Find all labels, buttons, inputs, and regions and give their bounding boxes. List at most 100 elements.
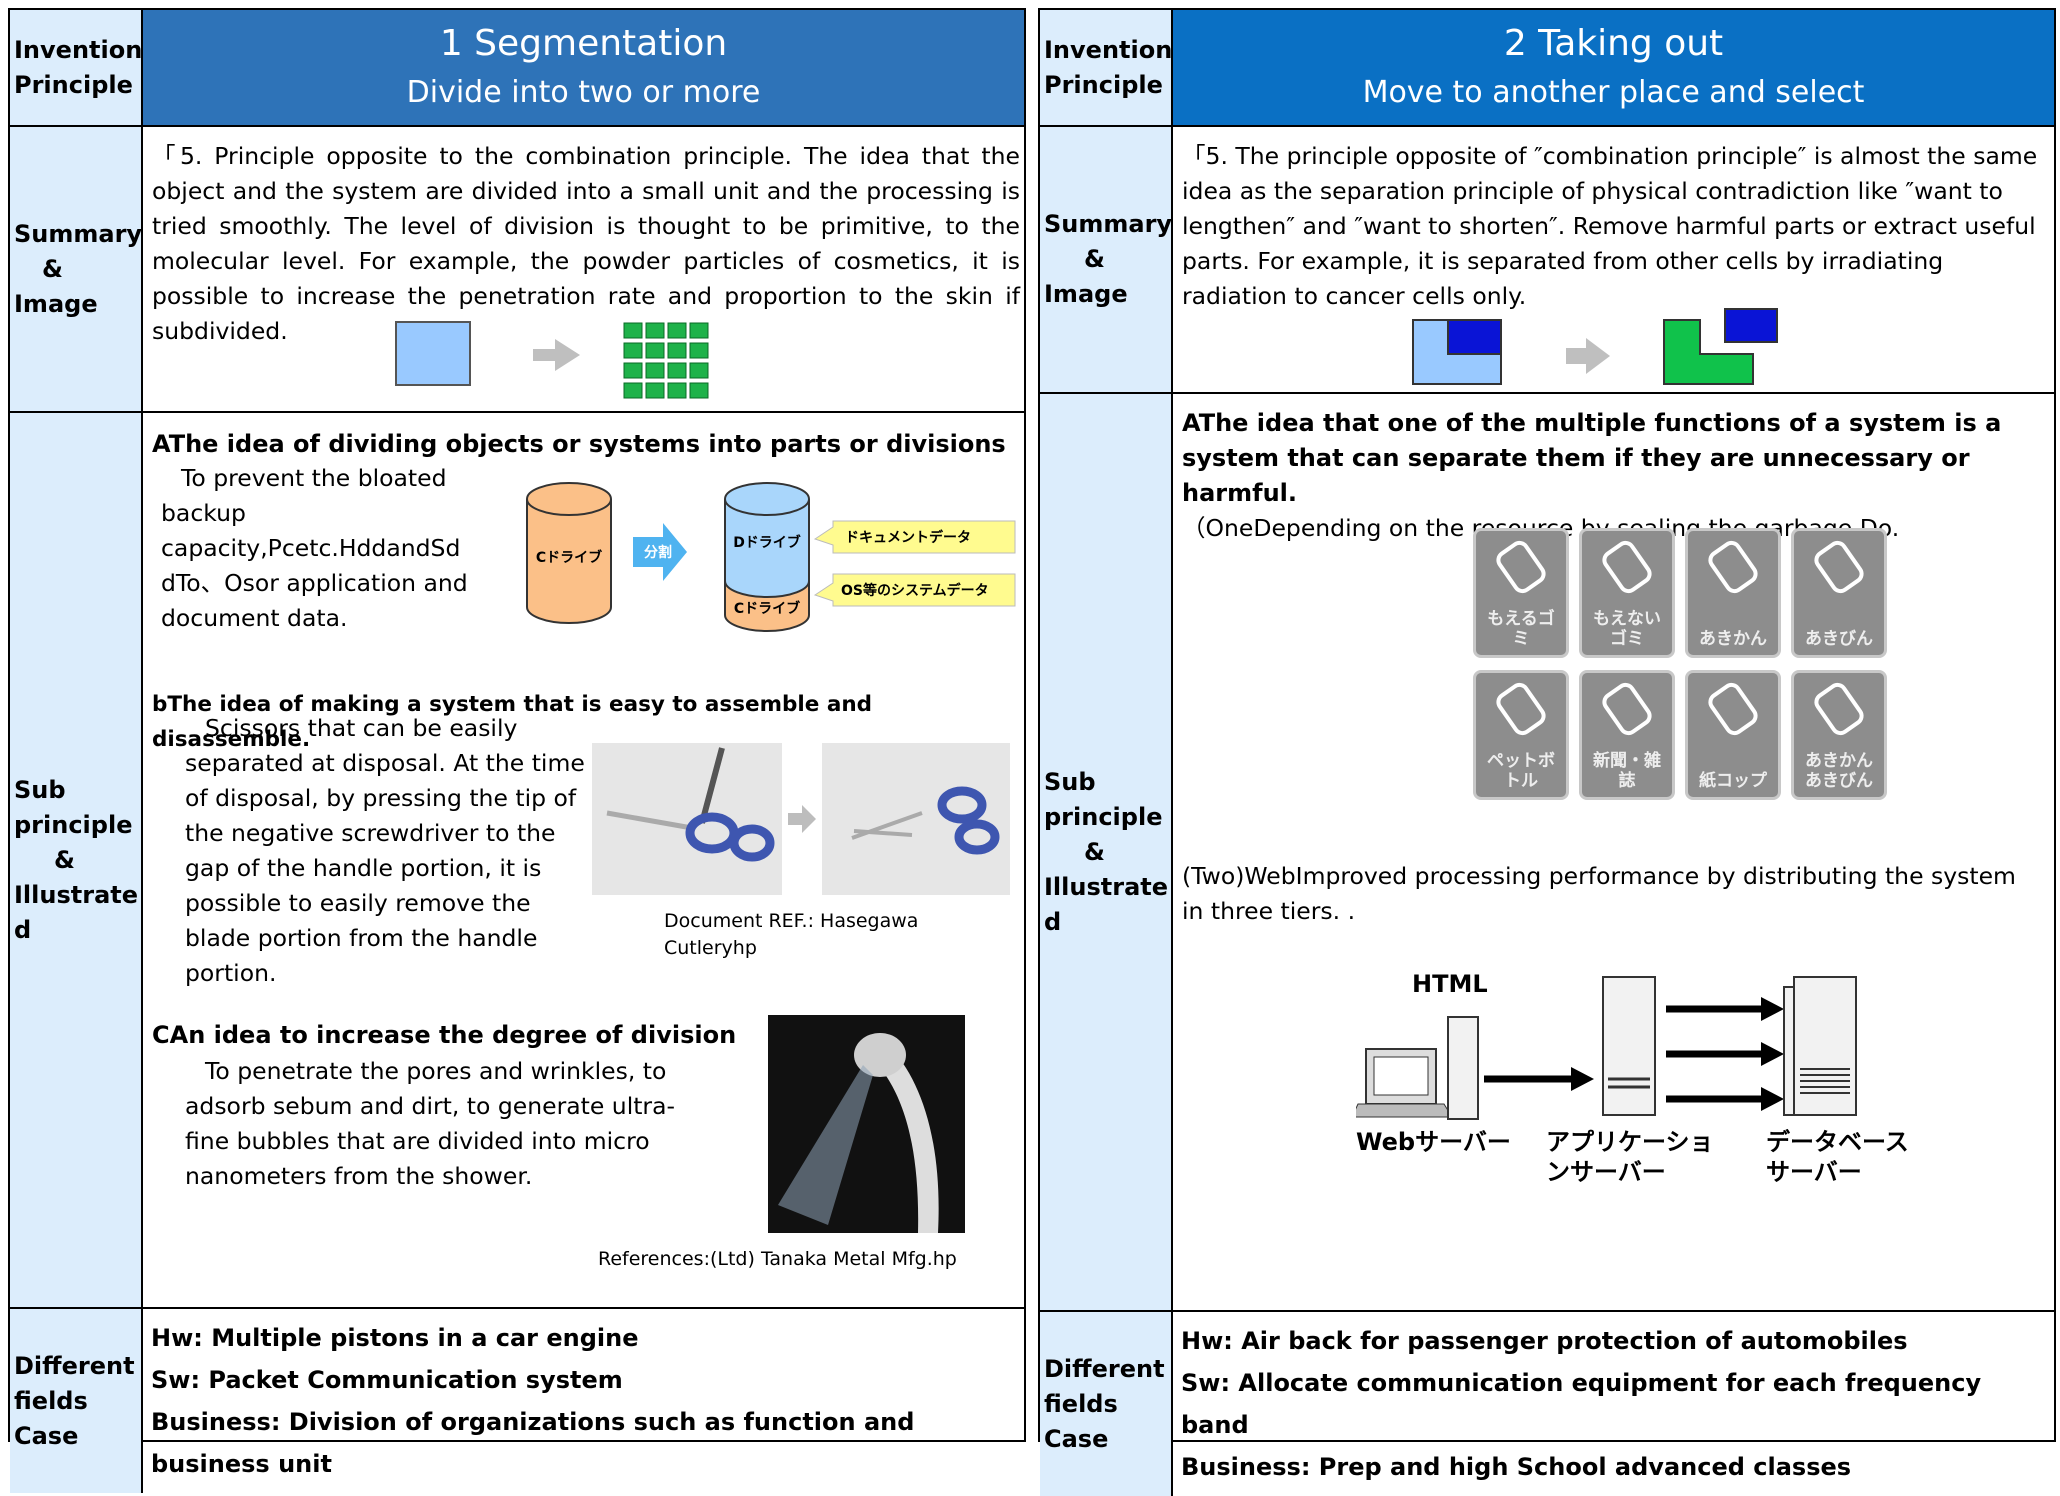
garbage-icon: 新聞・雑誌 — [1579, 670, 1675, 800]
label: fields — [1044, 1389, 1118, 1418]
image-label: Cドライブ — [734, 600, 800, 617]
icon-graphic — [1708, 682, 1758, 736]
icon-label: 紙コップ — [1699, 771, 1767, 791]
title: 1 Segmentation — [439, 22, 728, 64]
label: Image — [1044, 280, 1128, 308]
case: Sw: Allocate communication equipment for… — [1181, 1369, 1982, 1439]
label: Different — [1044, 1354, 1165, 1383]
label: Case — [1044, 1424, 1109, 1453]
sub-heading: AThe idea of dividing objects or systems… — [152, 430, 1006, 458]
label-cell: Summary & Image — [1040, 127, 1173, 394]
summary: 「5. Principle opposite to the combinatio… — [152, 142, 1020, 345]
label: Invention Principle — [14, 35, 143, 99]
caption: Document REF.: Hasegawa Cutleryhp — [664, 910, 919, 959]
sub-cell: AThe idea that one of the multiple funct… — [1173, 394, 2054, 1312]
case: Sw: Packet Communication system — [151, 1366, 623, 1394]
label: & — [54, 845, 75, 874]
label: fields — [14, 1386, 88, 1415]
image-label: Cドライブ — [536, 549, 602, 566]
network-graphic — [1356, 976, 1857, 1120]
icon-label: あきかんあきびん — [1805, 751, 1873, 791]
sub-body: To prevent the bloated backup capacity,P… — [161, 464, 468, 632]
header: 2 Taking out Move to another place and s… — [1173, 10, 2054, 127]
sub-heading: AThe idea that one of the multiple funct… — [1182, 409, 2002, 507]
label-cell: Invention Principle — [1040, 10, 1173, 127]
label-cell: Invention Principle — [10, 10, 143, 127]
summary-cell: 「5. Principle opposite to the combinatio… — [143, 127, 1024, 413]
label: d — [1044, 907, 1062, 936]
garbage-icon: あきびん — [1791, 528, 1887, 658]
label: Case — [14, 1421, 79, 1450]
summary-image — [395, 321, 709, 399]
label: & — [1084, 245, 1105, 273]
case: Business: Division of organizations such… — [151, 1408, 915, 1478]
icon-graphic — [1814, 682, 1864, 736]
image-label: ドキュメントデータ — [845, 529, 971, 546]
caption: References:(Ltd) Tanaka Metal Mfg.hp — [598, 1248, 957, 1270]
label: Invention Principle — [1044, 35, 1173, 99]
diagram-label: Webサーバー — [1356, 1128, 1511, 1156]
label-cell: Different fields Case — [1040, 1312, 1173, 1496]
label: principle — [14, 810, 133, 839]
image-label: OS等のシステムデータ — [841, 582, 989, 599]
garbage-icon: もえないゴミ — [1579, 528, 1675, 658]
icon-graphic — [1602, 682, 1652, 736]
label: Image — [14, 289, 98, 318]
label-cell: Sub principle & Illustrate d — [10, 413, 143, 1309]
garbage-icons: もえるゴミ もえないゴミ あきかん あきびん ペットボトル 新聞・雑誌 紙コップ あきかんあき… — [1473, 528, 1893, 800]
icon-graphic — [1708, 540, 1758, 594]
shower-photo — [768, 1015, 965, 1233]
label: Summary — [1044, 210, 1173, 238]
icon-label: あきかん — [1699, 629, 1767, 649]
label: Sub — [1044, 767, 1096, 796]
subtitle: Divide into two or more — [406, 74, 761, 110]
label: Illustrate — [14, 880, 139, 909]
principle-card: Invention Principle 2 Taking out Move to… — [1038, 8, 2056, 1496]
drive-diagram: Cドライブ 分割 Dドライブ Cドライブ ドキュメントデータ OS等のシステムデ… — [526, 482, 1016, 632]
case: Business: Prep and high School advanced … — [1181, 1453, 1852, 1481]
label-cell: Sub principle & Illustrate d — [1040, 394, 1173, 1312]
icon-label: 新聞・雑誌 — [1593, 751, 1661, 791]
summary-image — [1412, 308, 1778, 385]
diagram-label: HTML — [1412, 970, 1488, 998]
icon-graphic — [1602, 540, 1652, 594]
label: Illustrate — [1044, 872, 1169, 901]
page: Invention Principle 1 Segmentation Divid… — [8, 8, 2056, 1496]
icon-label: あきびん — [1805, 629, 1873, 649]
diagram-label: データベースサーバー — [1766, 1128, 1909, 1186]
label: & — [42, 254, 63, 283]
case: Hw: Multiple pistons in a car engine — [151, 1324, 639, 1352]
label: & — [1084, 837, 1105, 866]
icon-label: もえないゴミ — [1593, 609, 1661, 649]
label: Summary — [14, 219, 143, 248]
sub-cell: AThe idea of dividing objects or systems… — [143, 413, 1024, 1309]
case: Hw: Air back for passenger protection of… — [1181, 1327, 1908, 1355]
garbage-icon: 紙コップ — [1685, 670, 1781, 800]
principle-card: Invention Principle 1 Segmentation Divid… — [8, 8, 1026, 1493]
icon-label: もえるゴミ — [1487, 609, 1555, 649]
diagram-label: アプリケーションサーバー — [1546, 1128, 1714, 1186]
icon-graphic — [1496, 540, 1546, 594]
label: d — [14, 915, 32, 944]
sub-heading: bThe idea of making a system that is eas… — [152, 692, 873, 752]
image-label: Dドライブ — [733, 534, 801, 551]
sub-block: AThe idea that one of the multiple funct… — [1182, 406, 2060, 546]
icon-graphic — [1496, 682, 1546, 736]
sub-body: (Two)WebImproved processing performance … — [1182, 862, 2016, 925]
icon-graphic — [1814, 540, 1864, 594]
garbage-icon: もえるゴミ — [1473, 528, 1569, 658]
sub-body: To penetrate the pores and wrinkles, to … — [185, 1057, 675, 1190]
label-cell: Summary & Image — [10, 127, 143, 413]
label-cell: Different fields Case — [10, 1309, 143, 1493]
garbage-icon: ペットボトル — [1473, 670, 1569, 800]
summary: 「5. The principle opposite of ″combinati… — [1182, 142, 2038, 310]
garbage-icon: あきかん — [1685, 528, 1781, 658]
cases-cell: Hw: Multiple pistons in a car engine Sw:… — [143, 1309, 1024, 1493]
icon-label: ペットボトル — [1487, 751, 1555, 791]
header: 1 Segmentation Divide into two or more — [143, 10, 1024, 127]
label: Sub — [14, 775, 66, 804]
network-diagram: HTML Webサーバー アプリケーションサーバー データベースサーバー — [1356, 969, 1936, 1199]
label: principle — [1044, 802, 1163, 831]
sub-heading: CAn idea to increase the degree of divis… — [152, 1021, 737, 1049]
subtitle: Move to another place and select — [1362, 74, 1865, 110]
